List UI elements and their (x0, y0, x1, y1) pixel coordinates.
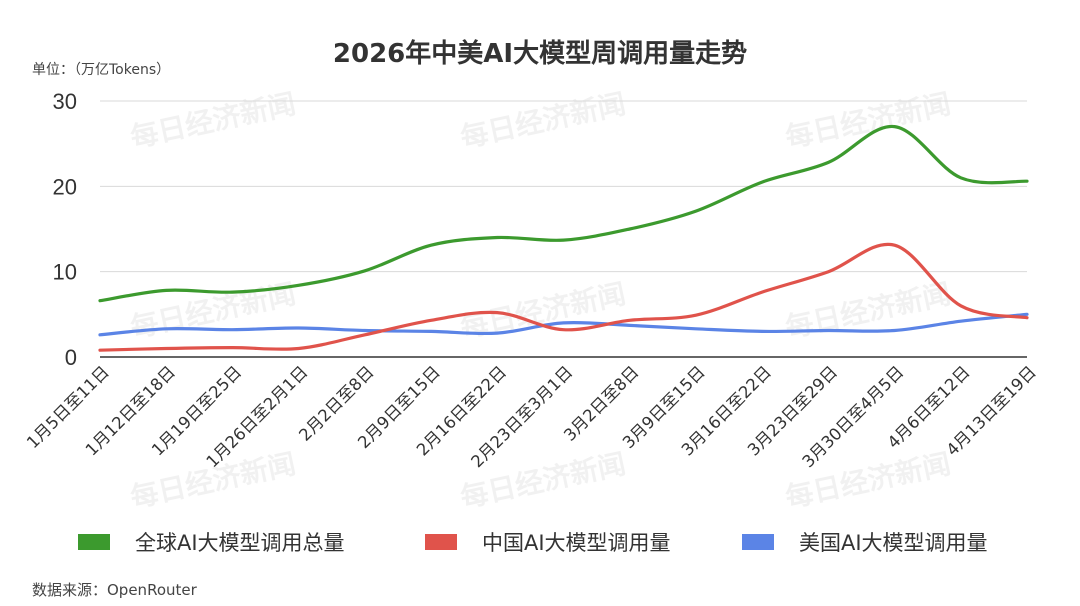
unit-label: 单位：（万亿Tokens） (32, 62, 170, 78)
series-line-0 (98, 124, 1029, 303)
x-axis-ticks: 1月5日至11日1月12日至18日1月19日至25日1月26日至2月1日2月2日… (23, 362, 1040, 471)
series-line-2 (98, 312, 1029, 337)
watermark-text: 每日经济新闻 (127, 277, 298, 344)
watermark-text: 每日经济新闻 (782, 87, 953, 154)
legend-swatch-1 (425, 534, 457, 550)
legend-label-0: 全球AI大模型调用总量 (135, 531, 345, 555)
legend: 全球AI大模型调用总量 中国AI大模型调用量 美国AI大模型调用量 (78, 531, 988, 555)
y-tick-label: 0 (65, 345, 77, 370)
y-tick-label: 30 (53, 89, 77, 114)
grid-lines (100, 100, 1027, 358)
series-lines (98, 124, 1029, 352)
y-tick-label: 10 (53, 260, 77, 285)
legend-swatch-2 (742, 534, 774, 550)
source-note: 数据来源：OpenRouter (32, 581, 198, 599)
chart-title: 2026年中美AI大模型周调用量走势 (333, 38, 747, 69)
watermark-text: 每日经济新闻 (457, 87, 628, 154)
legend-swatch-0 (78, 534, 110, 550)
series-line-1 (98, 242, 1029, 352)
watermark-text: 每日经济新闻 (782, 277, 953, 344)
legend-label-1: 中国AI大模型调用量 (482, 531, 671, 555)
y-axis-ticks: 0 10 20 30 (53, 89, 77, 370)
y-tick-label: 20 (53, 174, 77, 199)
legend-label-2: 美国AI大模型调用量 (799, 531, 988, 555)
watermark-text: 每日经济新闻 (127, 87, 298, 154)
